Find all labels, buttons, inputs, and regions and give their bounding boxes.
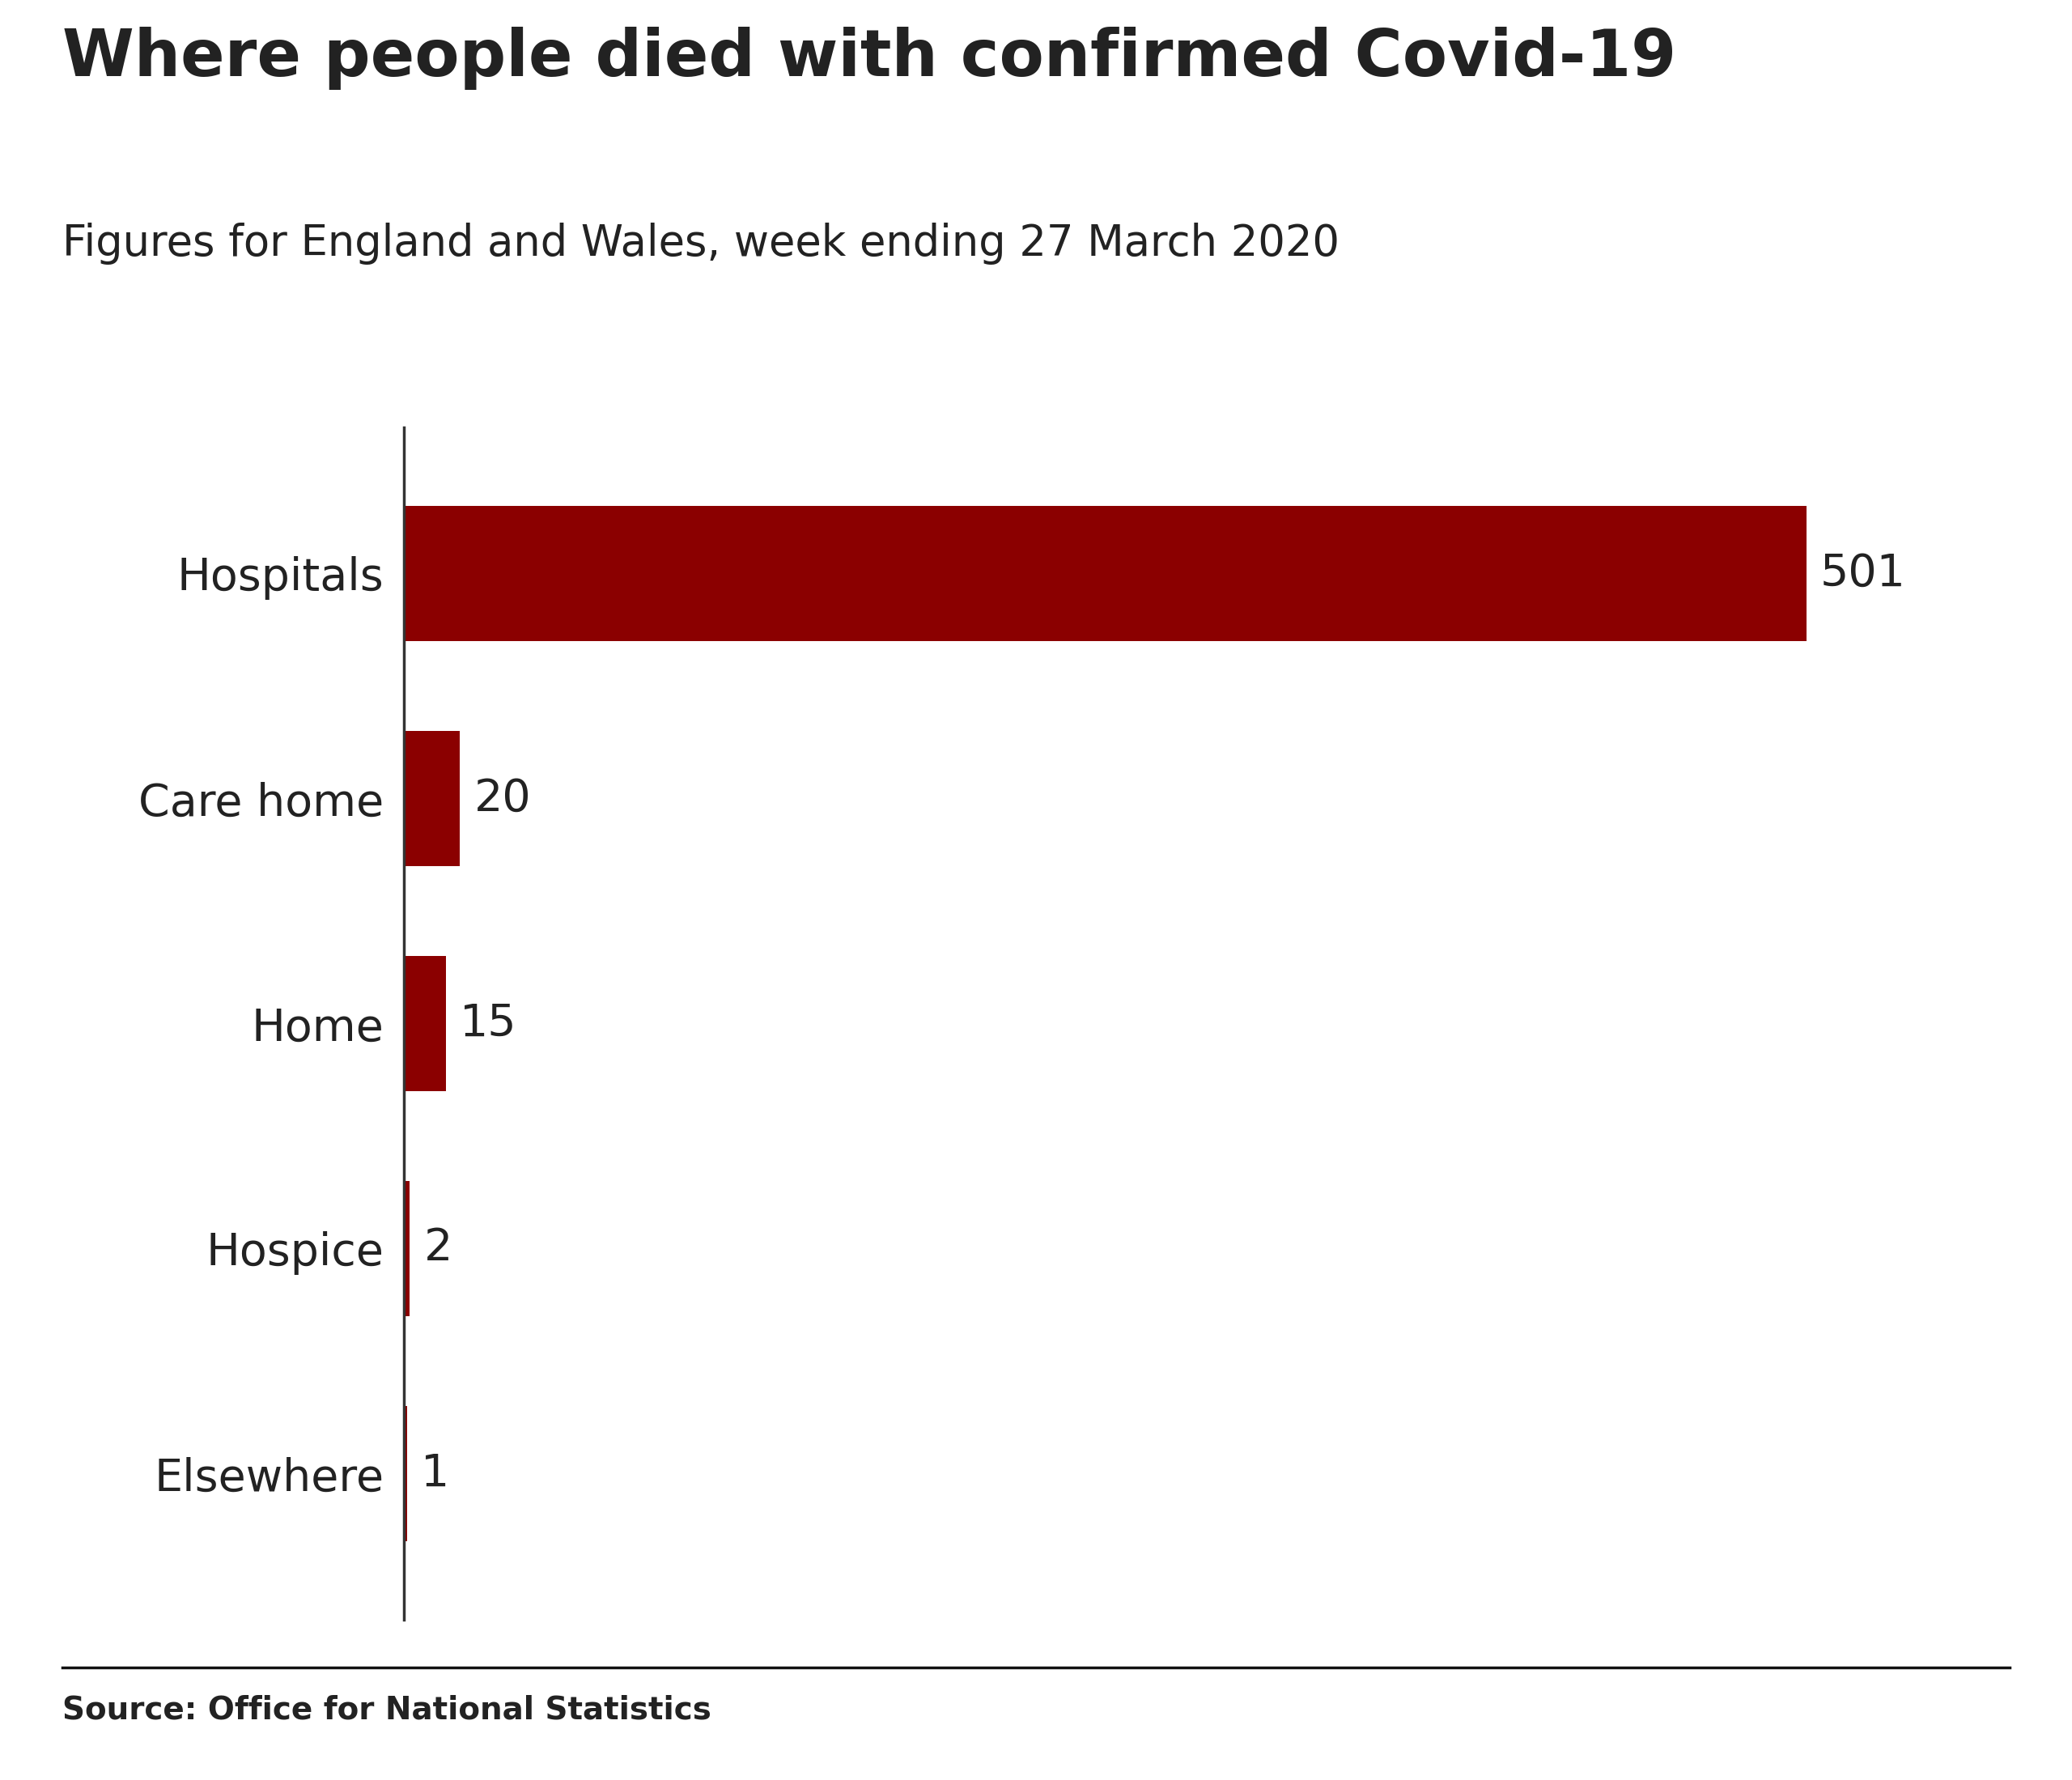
Bar	[404, 1406, 406, 1541]
Text: Source: Office for National Statistics: Source: Office for National Statistics	[62, 1695, 711, 1725]
Text: 2: 2	[423, 1226, 452, 1271]
Bar	[404, 732, 460, 867]
Text: Where people died with confirmed Covid-19: Where people died with confirmed Covid-1…	[62, 27, 1676, 89]
Text: Figures for England and Wales, week ending 27 March 2020: Figures for England and Wales, week endi…	[62, 222, 1339, 265]
Text: C: C	[1964, 1711, 1989, 1746]
Text: 501: 501	[1821, 552, 1906, 595]
Bar	[404, 1180, 410, 1315]
Bar	[404, 956, 445, 1091]
Bar	[404, 506, 1807, 641]
Text: 20: 20	[474, 776, 530, 821]
Text: 1: 1	[421, 1452, 450, 1495]
Text: 15: 15	[460, 1002, 518, 1045]
Text: B: B	[1890, 1711, 1919, 1746]
Text: B: B	[1817, 1711, 1846, 1746]
